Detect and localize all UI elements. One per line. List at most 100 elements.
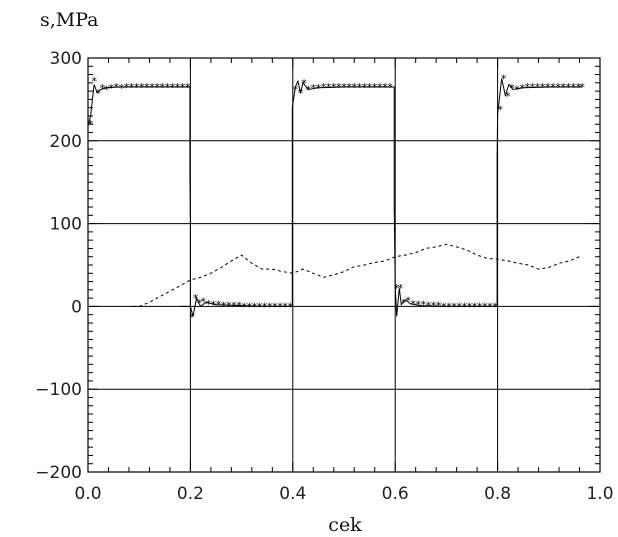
series-marker: *	[320, 81, 327, 94]
series-marker: *	[492, 300, 499, 313]
series-marker: *	[514, 83, 521, 96]
series-line	[87, 78, 583, 317]
series-marker: *	[456, 300, 463, 313]
series-marker: *	[251, 300, 258, 313]
series-marker: *	[550, 81, 557, 94]
series-marker: *	[154, 81, 161, 94]
series-marker: *	[387, 81, 394, 94]
series-marker: *	[555, 81, 562, 94]
series-marker: *	[451, 300, 458, 313]
series-marker: *	[505, 90, 512, 103]
series-marker: *	[471, 300, 478, 313]
series-marker: *	[256, 300, 263, 313]
series-marker: *	[113, 81, 120, 94]
series-marker: *	[108, 82, 115, 95]
series-marker: *	[210, 299, 217, 312]
series-marker: *	[310, 82, 317, 95]
series-marker: *	[356, 81, 363, 94]
series-marker: *	[529, 81, 536, 94]
series-marker: *	[189, 311, 196, 324]
series-marker: *	[351, 81, 358, 94]
y-axis-title: s,MPa	[40, 9, 99, 31]
y-tick-label: −100	[35, 380, 82, 400]
series-marker: *	[149, 81, 156, 94]
series-marker: *	[341, 81, 348, 94]
series-1	[139, 243, 580, 307]
series-marker: *	[361, 81, 368, 94]
series-marker: *	[292, 83, 299, 96]
series-marker: *	[277, 300, 284, 313]
series-marker: *	[236, 300, 243, 313]
series-marker: *	[196, 297, 203, 310]
series-marker: *	[261, 300, 268, 313]
series-marker: *	[420, 299, 427, 312]
series-marker: *	[336, 81, 343, 94]
series-marker: *	[346, 81, 353, 94]
series-marker: *	[410, 298, 417, 311]
y-tick-label: 100	[50, 215, 82, 235]
series-marker: *	[128, 81, 135, 94]
series-marker: *	[185, 81, 192, 94]
series-marker: *	[99, 82, 106, 95]
series-marker: *	[519, 82, 526, 95]
series-marker: *	[534, 81, 541, 94]
series-marker: *	[272, 300, 279, 313]
series-marker: *	[579, 81, 586, 94]
series-marker: *	[220, 300, 227, 313]
series-marker: *	[397, 282, 404, 295]
series-marker: *	[138, 81, 145, 94]
series-marker: *	[305, 83, 312, 96]
series-marker: *	[487, 300, 494, 313]
x-tick-label: 0.8	[484, 484, 511, 504]
series-marker: *	[575, 81, 582, 94]
series-marker: *	[179, 81, 186, 94]
series-marker: *	[371, 81, 378, 94]
series-marker: *	[435, 300, 442, 313]
series-marker: *	[446, 300, 453, 313]
series-marker: *	[377, 81, 384, 94]
series-line	[139, 243, 580, 307]
series-marker: *	[430, 300, 437, 313]
series-marker: *	[287, 300, 294, 313]
y-tick-label: 0	[71, 297, 82, 317]
series-marker: *	[266, 300, 273, 313]
x-tick-label: 1.0	[586, 484, 613, 504]
series-marker: *	[497, 103, 504, 116]
series-marker: *	[297, 87, 304, 100]
x-tick-label: 0.4	[279, 484, 306, 504]
series-marker: *	[366, 81, 373, 94]
y-tick-label: 300	[50, 49, 82, 69]
series-marker: *	[91, 75, 98, 88]
series-marker: *	[315, 82, 322, 95]
series-marker: *	[325, 81, 332, 94]
x-tick-label: 0.2	[177, 484, 204, 504]
series-marker: *	[159, 81, 166, 94]
series-marker: *	[123, 81, 130, 94]
series-marker: *	[476, 300, 483, 313]
series-marker: *	[441, 300, 448, 313]
series-marker: *	[544, 81, 551, 94]
series-marker: *	[560, 81, 567, 94]
plot-frame	[87, 57, 601, 473]
series-marker: *	[405, 295, 412, 308]
y-tick-label: −200	[35, 463, 82, 483]
grid	[88, 58, 600, 472]
series-layer: ****************************************…	[87, 73, 585, 324]
series-marker: *	[539, 81, 546, 94]
y-tick-labels: 300 200 100 0 −100 −200	[35, 49, 82, 483]
series-marker: *	[87, 118, 94, 131]
series-0: ****************************************…	[87, 73, 585, 324]
series-marker: *	[401, 296, 408, 309]
series-marker: *	[466, 300, 473, 313]
series-marker: *	[200, 295, 207, 308]
series-marker: *	[500, 73, 507, 86]
series-marker: *	[144, 81, 151, 94]
series-marker: *	[393, 282, 400, 295]
series-marker: *	[192, 292, 199, 305]
x-tick-labels: 0.0 0.2 0.4 0.6 0.8 1.0	[74, 484, 613, 504]
series-marker: *	[174, 81, 181, 94]
series-marker: *	[415, 299, 422, 312]
series-marker: *	[509, 82, 516, 95]
series-marker: *	[164, 81, 171, 94]
